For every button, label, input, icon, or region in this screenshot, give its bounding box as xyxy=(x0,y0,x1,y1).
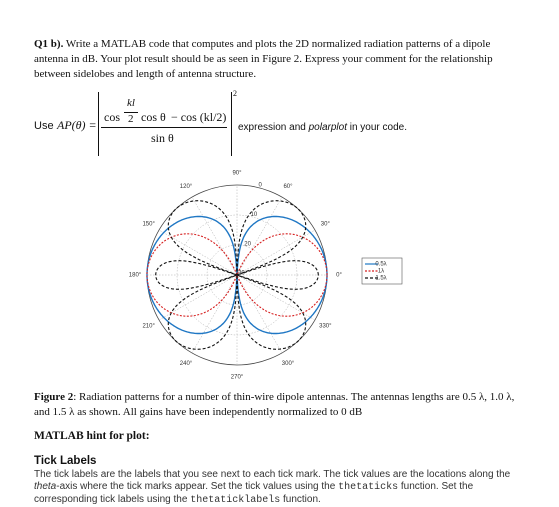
section-code: thetaticks xyxy=(338,482,399,493)
section-text: The tick labels are the labels that you … xyxy=(34,469,511,480)
use-label: Use xyxy=(34,120,54,132)
polar-labels: 0° 30° 60° 90° 120° 150° 180° 210° 240° 270° 300° 3… xyxy=(129,171,343,381)
section-heading: Tick Labels xyxy=(34,455,97,467)
formula-main-line xyxy=(101,127,227,128)
formula-minus: − cos (kl/2) xyxy=(171,110,227,124)
angle-label: 210° xyxy=(142,324,155,330)
section-italic: theta xyxy=(34,481,57,492)
question: Q1 b). Write a MATLAB code that computes… xyxy=(34,37,512,82)
section-text: function. xyxy=(280,494,321,505)
legend-label: 1λ xyxy=(378,269,384,275)
angle-label: 30° xyxy=(321,222,331,228)
formula-lhs: AP(θ) = xyxy=(57,118,97,132)
angle-label: 150° xyxy=(142,222,155,228)
question-label: Q1 b). xyxy=(34,38,64,50)
angle-label: 60° xyxy=(283,184,293,190)
radial-label: 10 xyxy=(251,212,258,218)
angle-label: 0° xyxy=(336,273,342,279)
radial-label: 0 xyxy=(258,183,262,189)
formula-frac-line xyxy=(124,112,138,113)
after-text: expression and xyxy=(238,122,306,133)
angle-label: 180° xyxy=(129,273,142,279)
polar-figure: 0° 30° 60° 90° 120° 150° 180° 210° 240° 270° 300° 3… xyxy=(129,171,403,381)
pattern-curve xyxy=(146,215,328,335)
angle-label: 120° xyxy=(180,184,193,190)
polar-curves xyxy=(146,200,328,350)
formula-cos: cos xyxy=(104,110,120,124)
section-code: thetaticklabels xyxy=(190,495,281,506)
formula-power: 2 xyxy=(233,89,237,98)
formula-cos2: cos θ xyxy=(141,110,166,124)
hint-title: MATLAB hint for plot: xyxy=(34,430,150,442)
caption-label: Figure 2 xyxy=(34,391,74,403)
angle-label: 330° xyxy=(319,324,332,330)
radial-label: 20 xyxy=(244,241,251,247)
formula-abs xyxy=(98,92,232,156)
formula-denominator: sin θ xyxy=(151,131,174,145)
radial-label: 30 xyxy=(238,271,245,277)
question-text: Write a MATLAB code that computes and pl… xyxy=(34,38,493,80)
caption-text: : Radiation patterns for a number of thi… xyxy=(34,391,515,418)
angle-label: 300° xyxy=(282,361,295,367)
angle-label: 90° xyxy=(232,171,242,177)
after-italic: polarplot xyxy=(308,122,347,133)
caption: Figure 2: Radiation patterns for a numbe… xyxy=(34,390,519,420)
section-text: function. Set the corresponding tick lab… xyxy=(34,481,474,505)
after-end: in your code. xyxy=(349,122,408,133)
angle-label: 240° xyxy=(180,361,193,367)
legend-label: 0.5λ xyxy=(375,262,386,268)
legend-label: 1.5λ xyxy=(375,276,386,282)
angle-label: 270° xyxy=(231,375,244,381)
pattern-curve xyxy=(146,233,328,317)
section: Tick Labels The tick labels are the labe… xyxy=(34,455,524,507)
formula-den: 2 xyxy=(128,113,134,125)
pattern-curve xyxy=(155,200,319,350)
formula-num: kl xyxy=(127,97,135,109)
section-text: -axis where the tick marks appear. Set t… xyxy=(56,481,339,492)
formula-after: expression and polarplot in your code. xyxy=(238,122,407,133)
